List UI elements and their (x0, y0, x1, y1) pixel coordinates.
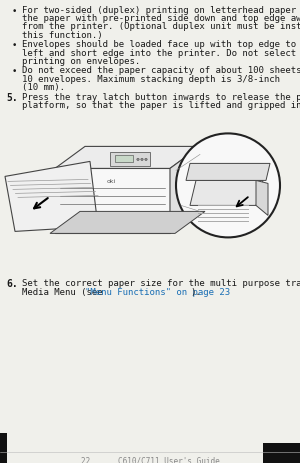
Text: oki: oki (107, 179, 116, 184)
Polygon shape (256, 181, 268, 216)
Text: For two-sided (duplex) printing on letterhead paper load: For two-sided (duplex) printing on lette… (22, 6, 300, 15)
Text: 6.: 6. (6, 279, 18, 289)
Polygon shape (186, 164, 270, 181)
FancyBboxPatch shape (0, 114, 300, 272)
Text: this function.): this function.) (22, 31, 103, 39)
Circle shape (145, 159, 147, 161)
Text: (10 mm).: (10 mm). (22, 82, 65, 92)
Circle shape (141, 159, 143, 161)
FancyBboxPatch shape (0, 433, 7, 463)
Text: •: • (12, 41, 17, 50)
Text: Do not exceed the paper capacity of about 100 sheets or: Do not exceed the paper capacity of abou… (22, 66, 300, 75)
Text: •: • (12, 67, 17, 76)
Polygon shape (50, 212, 205, 234)
Polygon shape (170, 147, 200, 234)
Polygon shape (55, 147, 200, 169)
FancyBboxPatch shape (115, 156, 133, 163)
Text: from the printer. (Optional duplex unit must be installed for: from the printer. (Optional duplex unit … (22, 22, 300, 31)
Polygon shape (110, 153, 150, 167)
Text: the paper with pre-printed side down and top edge away: the paper with pre-printed side down and… (22, 14, 300, 23)
Circle shape (137, 159, 139, 161)
Text: ).: ). (190, 287, 201, 296)
Text: Set the correct paper size for the multi purpose tray in the: Set the correct paper size for the multi… (22, 279, 300, 288)
Text: 10 envelopes. Maximum stacking depth is 3/8-inch: 10 envelopes. Maximum stacking depth is … (22, 75, 280, 83)
Text: platform, so that the paper is lifted and gripped in place.: platform, so that the paper is lifted an… (22, 101, 300, 110)
Text: Press the tray latch button inwards to release the paper: Press the tray latch button inwards to r… (22, 93, 300, 102)
Text: left and short edge into the printer. Do not select duplex: left and short edge into the printer. Do… (22, 49, 300, 57)
Polygon shape (55, 169, 170, 234)
Text: Media Menu (see: Media Menu (see (22, 287, 108, 296)
Text: Envelopes should be loaded face up with top edge to the: Envelopes should be loaded face up with … (22, 40, 300, 49)
Polygon shape (5, 162, 98, 232)
Circle shape (176, 134, 280, 238)
Text: •: • (12, 7, 17, 16)
Text: printing on envelopes.: printing on envelopes. (22, 56, 140, 66)
FancyBboxPatch shape (263, 443, 300, 463)
Polygon shape (190, 181, 263, 206)
Text: 22      C610/C711 User's Guide: 22 C610/C711 User's Guide (81, 456, 219, 463)
Text: "Menu Functions" on page 23: "Menu Functions" on page 23 (85, 287, 230, 296)
Text: 5.: 5. (6, 93, 18, 103)
